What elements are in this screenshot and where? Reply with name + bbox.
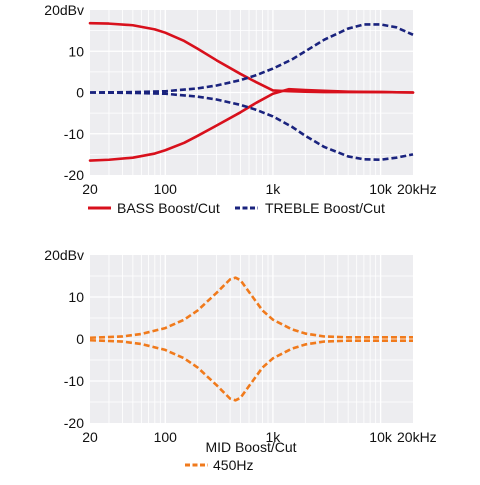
legend-label-treble-boost-cut: TREBLE Boost/Cut [265,200,385,216]
x-tick-label: 100 [154,429,178,445]
y-tick-label: 10 [68,289,84,305]
legend-label-bass-boost-cut: BASS Boost/Cut [117,200,220,216]
x-tick-label: 10k [369,181,393,197]
series-line-450hz-boost [89,276,413,340]
x-tick-label: 100 [154,181,178,197]
y-tick-label: 20dBv [44,247,84,263]
y-tick-label: -20 [64,167,84,183]
y-tick-label: -10 [64,126,84,142]
x-tick-label: 1k [266,429,282,445]
x-tick-label: 1k [266,181,282,197]
y-tick-label: -20 [64,415,84,431]
series-line-bass-boost-cut-cut [88,87,415,162]
y-tick-label: 0 [76,85,84,101]
y-tick-label: -10 [64,373,84,389]
x-tick-label: 10k [369,429,393,445]
series-line-450hz-cut [89,338,413,402]
y-tick-label: 20dBv [44,2,84,18]
x-tick-label: 20 [82,429,98,445]
x-tick-label: 20kHz [397,181,437,197]
legend-title: MID Boost/Cut [205,439,296,455]
series-line-treble-boost-cut-boost [89,23,414,94]
y-tick-label: 10 [68,43,84,59]
series-line-treble-boost-cut-cut [89,91,414,162]
x-tick-label: 20kHz [397,429,437,445]
y-tick-label: 0 [76,331,84,347]
legend-label-450hz: 450Hz [213,457,253,473]
x-tick-label: 20 [82,181,98,197]
